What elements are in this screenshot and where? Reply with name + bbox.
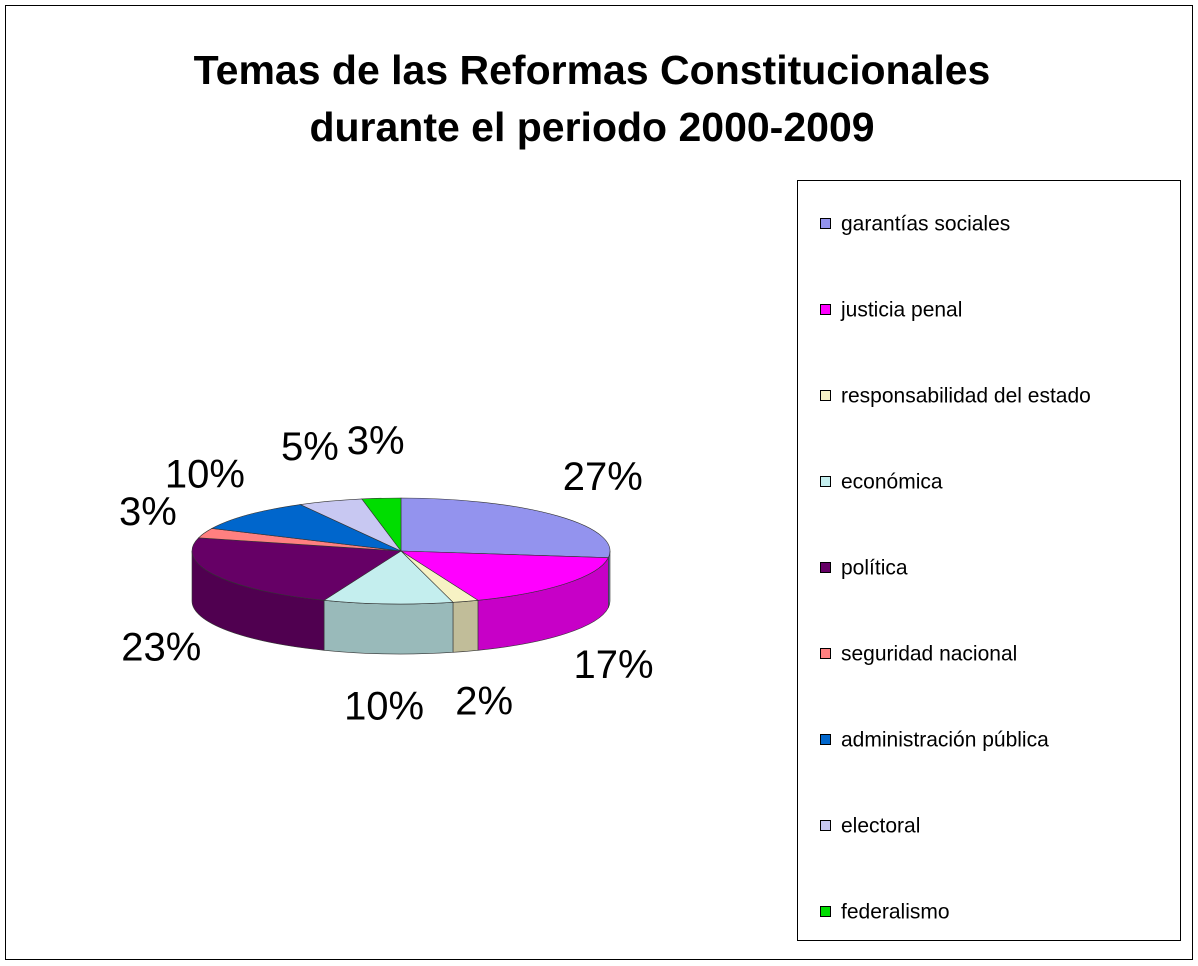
data-label: 5% [281,425,339,469]
legend-label: administración pública [841,729,1049,752]
data-label: 17% [574,643,654,687]
pie-slice [210,504,402,552]
data-label: 27% [563,455,643,499]
chart-title: durante el periodo 2000-2009 [309,104,874,150]
data-label: 3% [119,490,177,534]
legend-label: responsabilidad del estado [841,385,1091,408]
legend-label: garantías sociales [841,213,1010,236]
pie-slice-side [323,599,454,655]
legend-label: económica [841,471,943,494]
legend-swatch [820,390,831,401]
pie-slice [399,550,609,601]
pie-slice [191,537,402,601]
legend-label: seguridad nacional [841,643,1017,666]
legend-swatch [820,476,831,487]
legend-label: federalismo [841,901,950,924]
legend-swatch [820,906,831,917]
pie-slice [400,497,611,558]
legend-box [797,180,1181,941]
legend-swatch [820,304,831,315]
legend-swatch [820,562,831,573]
data-label: 3% [347,419,405,463]
legend-label: política [841,557,908,580]
data-label: 10% [344,684,424,728]
legend-label: justicia penal [840,299,962,322]
pie-slice [323,550,454,605]
data-label: 23% [121,626,201,670]
data-label: 10% [165,453,245,497]
data-label: 2% [455,679,513,723]
legend-swatch [820,648,831,659]
legend-swatch [820,734,831,745]
legend-swatch [820,820,831,831]
chart-title: Temas de las Reformas Constitucionales [194,47,991,93]
pie-slice-side [452,599,479,653]
pie-slice [361,497,402,552]
legend-label: electoral [841,815,920,838]
legend-swatch [820,218,831,229]
